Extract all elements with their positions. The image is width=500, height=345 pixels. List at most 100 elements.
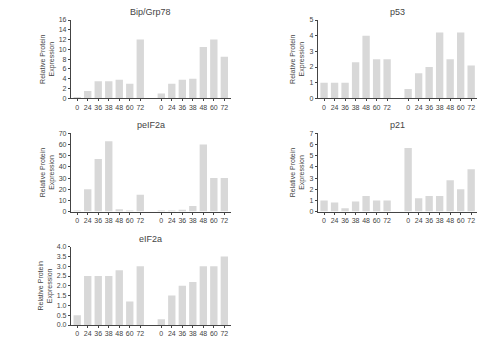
svg-text:2.5: 2.5: [57, 272, 67, 279]
svg-text:p21: p21: [390, 120, 405, 130]
svg-text:36: 36: [341, 104, 349, 111]
svg-text:24: 24: [331, 217, 339, 224]
svg-text:2.0: 2.0: [57, 282, 67, 289]
svg-text:60: 60: [373, 217, 381, 224]
svg-text:36: 36: [94, 217, 102, 224]
svg-text:72: 72: [467, 217, 475, 224]
svg-text:0: 0: [309, 208, 313, 215]
svg-text:24: 24: [415, 217, 423, 224]
svg-text:38: 38: [352, 217, 360, 224]
svg-text:eIF2a: eIF2a: [139, 234, 162, 244]
svg-text:3.5: 3.5: [57, 253, 67, 260]
svg-text:48: 48: [115, 217, 123, 224]
svg-text:4.0: 4.0: [57, 243, 67, 250]
svg-text:0: 0: [63, 208, 67, 215]
svg-text:38: 38: [105, 217, 113, 224]
svg-text:36: 36: [178, 217, 186, 224]
svg-text:8: 8: [63, 56, 67, 63]
svg-text:0: 0: [75, 104, 79, 111]
svg-text:0: 0: [159, 330, 163, 337]
svg-text:7: 7: [309, 130, 313, 137]
svg-text:38: 38: [189, 104, 197, 111]
svg-text:p53: p53: [390, 7, 405, 17]
svg-text:0: 0: [322, 104, 326, 111]
svg-text:4: 4: [309, 163, 313, 170]
svg-text:60: 60: [126, 217, 134, 224]
svg-text:60: 60: [373, 104, 381, 111]
svg-text:36: 36: [178, 104, 186, 111]
svg-text:1: 1: [309, 197, 313, 204]
svg-text:0.0: 0.0: [57, 321, 67, 328]
svg-text:48: 48: [199, 330, 207, 337]
svg-text:6: 6: [309, 141, 313, 148]
svg-text:0: 0: [309, 95, 313, 102]
svg-text:Relative ProteinExpression: Relative ProteinExpression: [39, 34, 56, 84]
svg-text:48: 48: [362, 104, 370, 111]
svg-text:72: 72: [136, 217, 144, 224]
svg-text:24: 24: [84, 217, 92, 224]
svg-text:Bip/Grp78: Bip/Grp78: [130, 7, 171, 17]
svg-text:72: 72: [220, 217, 228, 224]
svg-text:24: 24: [415, 104, 423, 111]
svg-text:10: 10: [59, 197, 67, 204]
svg-text:36: 36: [94, 104, 102, 111]
svg-text:0: 0: [406, 104, 410, 111]
svg-text:5: 5: [309, 152, 313, 159]
svg-text:60: 60: [126, 104, 134, 111]
svg-text:38: 38: [105, 330, 113, 337]
svg-text:60: 60: [210, 104, 218, 111]
svg-text:0: 0: [75, 217, 79, 224]
svg-text:30: 30: [59, 175, 67, 182]
svg-text:1.0: 1.0: [57, 302, 67, 309]
svg-text:14: 14: [59, 26, 67, 33]
svg-text:24: 24: [84, 330, 92, 337]
svg-text:1: 1: [309, 79, 313, 86]
svg-text:2: 2: [309, 186, 313, 193]
svg-text:60: 60: [126, 330, 134, 337]
svg-text:2: 2: [63, 85, 67, 92]
svg-text:0: 0: [159, 217, 163, 224]
svg-text:38: 38: [189, 330, 197, 337]
svg-text:38: 38: [352, 104, 360, 111]
svg-text:36: 36: [425, 217, 433, 224]
svg-text:60: 60: [210, 330, 218, 337]
svg-text:20: 20: [59, 186, 67, 193]
svg-text:72: 72: [220, 330, 228, 337]
svg-text:4: 4: [309, 32, 313, 39]
svg-text:72: 72: [467, 104, 475, 111]
svg-text:0: 0: [322, 217, 326, 224]
svg-text:0: 0: [63, 95, 67, 102]
svg-text:60: 60: [210, 217, 218, 224]
svg-text:6: 6: [63, 65, 67, 72]
svg-text:48: 48: [199, 217, 207, 224]
svg-text:24: 24: [331, 104, 339, 111]
svg-text:48: 48: [115, 104, 123, 111]
svg-text:5: 5: [309, 16, 313, 23]
svg-text:72: 72: [383, 104, 391, 111]
svg-text:24: 24: [84, 104, 92, 111]
svg-text:Relative ProteinExpression: Relative ProteinExpression: [39, 148, 56, 198]
svg-text:24: 24: [168, 104, 176, 111]
svg-text:0.5: 0.5: [57, 312, 67, 319]
svg-text:50: 50: [59, 152, 67, 159]
svg-text:0: 0: [75, 330, 79, 337]
svg-text:48: 48: [115, 330, 123, 337]
svg-text:48: 48: [362, 217, 370, 224]
svg-text:2: 2: [309, 63, 313, 70]
svg-text:48: 48: [199, 104, 207, 111]
svg-text:48: 48: [446, 217, 454, 224]
svg-text:72: 72: [383, 217, 391, 224]
svg-text:60: 60: [457, 217, 465, 224]
svg-text:38: 38: [105, 104, 113, 111]
svg-text:38: 38: [189, 217, 197, 224]
svg-text:72: 72: [220, 104, 228, 111]
svg-text:38: 38: [436, 217, 444, 224]
svg-text:72: 72: [136, 330, 144, 337]
svg-text:peIF2a: peIF2a: [137, 120, 165, 130]
svg-text:60: 60: [59, 141, 67, 148]
svg-text:0: 0: [159, 104, 163, 111]
svg-text:16: 16: [59, 16, 67, 23]
svg-text:36: 36: [94, 330, 102, 337]
svg-text:24: 24: [168, 217, 176, 224]
svg-text:38: 38: [436, 104, 444, 111]
